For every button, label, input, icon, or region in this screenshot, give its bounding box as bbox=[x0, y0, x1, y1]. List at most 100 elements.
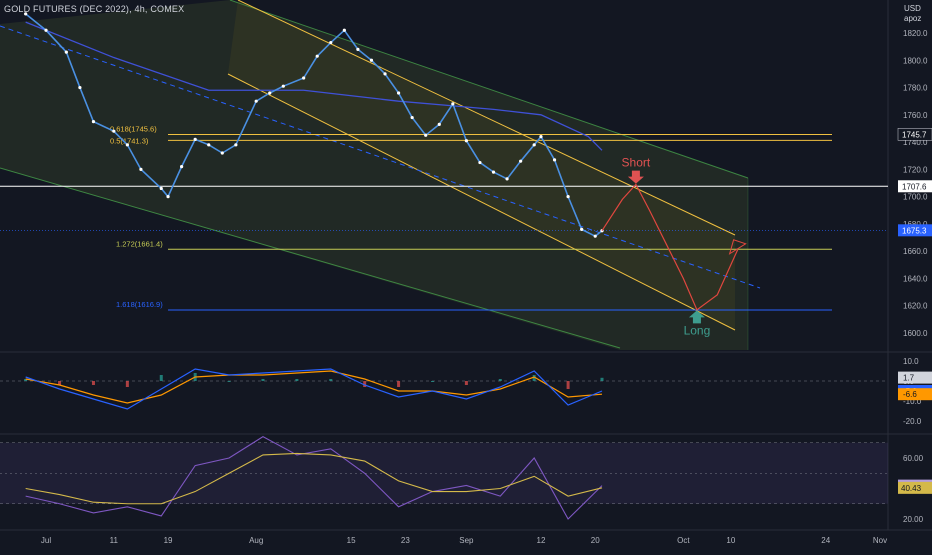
macd-tick-label: -10.0 bbox=[903, 397, 922, 406]
rsi-band bbox=[0, 442, 888, 504]
macd-histogram-bar bbox=[498, 379, 502, 381]
price-point bbox=[491, 170, 496, 174]
projection-arrowhead bbox=[728, 239, 747, 255]
macd-histogram-bar bbox=[91, 381, 95, 385]
price-point bbox=[369, 58, 374, 62]
macd-histogram-bar bbox=[600, 377, 604, 381]
time-tick-label: Sep bbox=[459, 536, 474, 545]
macd-value-label: -6.6 bbox=[903, 390, 917, 399]
price-point bbox=[580, 227, 584, 231]
rsi-tick-label: 60.00 bbox=[903, 454, 924, 463]
price-point bbox=[281, 84, 285, 88]
price-tick-label: 1720.0 bbox=[903, 165, 928, 174]
macd-tick-label: -20.0 bbox=[903, 417, 922, 426]
price-point bbox=[234, 143, 238, 147]
price-point bbox=[464, 139, 468, 143]
macd-histogram-bar bbox=[397, 381, 401, 387]
time-tick-label: 23 bbox=[401, 536, 410, 545]
price-point bbox=[207, 143, 211, 147]
price-label-box bbox=[898, 180, 932, 193]
macd-histogram-bar bbox=[227, 381, 231, 382]
price-point bbox=[505, 177, 509, 181]
outer-channel-upper bbox=[229, 0, 749, 179]
time-tick-label: 19 bbox=[164, 536, 173, 545]
price-point bbox=[44, 28, 48, 32]
price-point bbox=[342, 28, 346, 32]
inner-channel-fill bbox=[228, 0, 735, 330]
price-tick-label: 1660.0 bbox=[903, 247, 928, 256]
price-point bbox=[451, 102, 455, 106]
macd-value-label: 1.7 bbox=[903, 374, 915, 383]
long-arrow-icon bbox=[688, 310, 705, 324]
fib-level-label: 0.618(1745.6) bbox=[110, 124, 157, 133]
macd-histogram-bar bbox=[125, 381, 129, 387]
channel-midline bbox=[0, 25, 761, 289]
macd-histogram-bar bbox=[464, 381, 468, 385]
price-point bbox=[64, 50, 68, 54]
price-point bbox=[78, 85, 82, 90]
price-point bbox=[539, 135, 543, 139]
fib-level-label: 1.272(1661.4) bbox=[116, 239, 163, 248]
macd-histogram-bar bbox=[24, 379, 28, 381]
price-tick-label: 1700.0 bbox=[903, 193, 928, 202]
macd-histogram-bar bbox=[532, 375, 536, 381]
price-tick-label: 1640.0 bbox=[903, 274, 928, 283]
price-point bbox=[532, 143, 536, 147]
rsi-line bbox=[25, 436, 603, 520]
price-point bbox=[519, 159, 523, 163]
time-tick-label: Nov bbox=[873, 536, 887, 545]
macd-histogram-bar bbox=[295, 379, 299, 381]
rsi-tick-label: 20.00 bbox=[903, 515, 924, 524]
chart-title: GOLD FUTURES (DEC 2022), 4h, COMEX bbox=[4, 4, 185, 14]
price-point bbox=[24, 12, 28, 16]
price-point bbox=[139, 167, 143, 171]
price-point bbox=[268, 91, 272, 95]
price-point bbox=[356, 47, 360, 51]
price-tick-label: 1620.0 bbox=[903, 302, 928, 311]
time-tick-label: Jul bbox=[41, 536, 51, 545]
time-tick-label: 20 bbox=[591, 536, 600, 545]
macd-label-box bbox=[898, 371, 932, 384]
price-point bbox=[315, 54, 319, 58]
price-line bbox=[25, 13, 603, 238]
price-point bbox=[125, 143, 129, 147]
macd-histogram-bar bbox=[566, 381, 570, 389]
rsi-ma-line bbox=[25, 452, 603, 505]
rsi-value-label: 40.43 bbox=[901, 484, 922, 493]
macd-histogram-bar bbox=[363, 381, 367, 387]
inner-channel-lower bbox=[227, 73, 736, 331]
annotation-label-long: Long bbox=[684, 323, 711, 337]
price-tick-label: 1740.0 bbox=[903, 138, 928, 147]
price-point bbox=[193, 137, 197, 141]
rsi-label-box bbox=[898, 481, 932, 494]
projection-path bbox=[601, 183, 739, 311]
price-label: 1707.6 bbox=[902, 182, 927, 191]
time-tick-label: 11 bbox=[110, 536, 119, 545]
macd-histogram-bar bbox=[329, 379, 333, 381]
macd-histogram-bar bbox=[159, 375, 163, 381]
price-tick-label: 1820.0 bbox=[903, 29, 928, 38]
price-label-box bbox=[898, 224, 932, 237]
currency: USD bbox=[904, 4, 921, 13]
price-point bbox=[302, 76, 306, 80]
time-tick-label: 15 bbox=[347, 536, 356, 545]
price-point bbox=[329, 40, 333, 45]
macd-tick-label: 10.0 bbox=[903, 357, 919, 366]
price-point bbox=[410, 115, 414, 120]
price-point bbox=[220, 151, 224, 155]
currency-label: USD apoz bbox=[904, 4, 921, 24]
outer-channel-lower bbox=[0, 167, 621, 349]
price-point bbox=[180, 165, 184, 169]
annotation-label-short: Short bbox=[622, 156, 651, 170]
macd-histogram-bar bbox=[261, 379, 265, 381]
time-tick-label: Aug bbox=[249, 536, 263, 545]
price-point bbox=[254, 99, 258, 103]
price-label: 1745.7 bbox=[902, 130, 927, 139]
price-point bbox=[112, 129, 116, 133]
price-point bbox=[424, 133, 428, 137]
price-point bbox=[437, 122, 441, 126]
time-tick-label: 24 bbox=[821, 536, 830, 545]
time-tick-label: 12 bbox=[537, 536, 546, 545]
